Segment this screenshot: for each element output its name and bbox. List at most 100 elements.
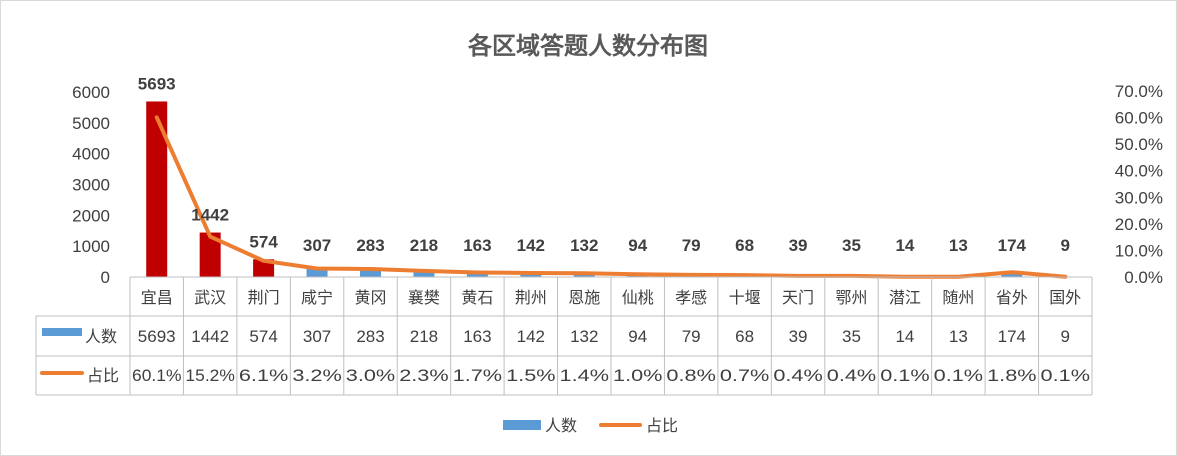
table-cell-share: 15.2% [185, 366, 234, 385]
table-cell-share: 1.4% [560, 366, 609, 385]
table-cell-share: 1.0% [613, 366, 662, 385]
series-line [154, 115, 1068, 279]
category-label: 襄樊 [408, 288, 440, 307]
left-axis-tick-label: 4000 [72, 145, 110, 164]
category-label: 国外 [1049, 288, 1081, 307]
table-cell-share: 6.1% [239, 366, 288, 385]
table-cell-share: 1.5% [506, 366, 555, 385]
table-cell-count: 35 [842, 327, 861, 346]
table-cell-share: 1.7% [453, 366, 502, 385]
category-label: 宜昌 [141, 288, 173, 307]
right-axis-tick-label: 60.0% [1115, 109, 1163, 128]
table-cell-count: 13 [949, 327, 968, 346]
bar-data-label: 218 [410, 236, 438, 255]
right-axis-tick-label: 30.0% [1115, 188, 1163, 207]
bar-data-label: 68 [735, 236, 754, 255]
legend-swatch-bar [503, 420, 541, 430]
category-label: 荆门 [248, 288, 280, 307]
right-axis-tick-label: 0.0% [1124, 268, 1163, 287]
table-cell-share: 1.8% [987, 366, 1036, 385]
table-cell-share: 3.2% [292, 366, 341, 385]
table-cell-count: 142 [517, 327, 545, 346]
table-cell-share: 0.1% [1041, 366, 1090, 385]
table-cell-count: 68 [735, 327, 754, 346]
bar-data-label: 39 [789, 236, 808, 255]
bar-data-label: 307 [303, 236, 331, 255]
bar-series [146, 101, 1076, 277]
category-label: 孝感 [675, 288, 707, 307]
table-cell-count: 79 [682, 327, 701, 346]
right-axis-tick-label: 40.0% [1115, 162, 1163, 181]
bar [253, 259, 275, 277]
left-axis: 0 1000 2000 3000 4000 5000 6000 [72, 83, 110, 287]
bar-data-label: 142 [517, 236, 545, 255]
table-cell-share: 2.3% [399, 366, 448, 385]
bar-data-label: 9 [1061, 236, 1070, 255]
bar [360, 268, 381, 277]
category-label: 鄂州 [835, 288, 867, 307]
table-cell-share: 0.4% [773, 366, 822, 385]
bar-data-label: 35 [842, 236, 861, 255]
table-cell-share: 3.0% [346, 366, 395, 385]
category-label: 黄冈 [354, 288, 386, 307]
table-cell-share: 0.8% [666, 366, 715, 385]
row-header-count: 人数 [85, 327, 117, 346]
category-label: 天门 [782, 288, 814, 307]
legend-label-count: 人数 [545, 416, 577, 435]
left-axis-tick-label: 2000 [72, 206, 110, 225]
category-label: 荆州 [515, 288, 547, 307]
right-axis-tick-label: 50.0% [1115, 135, 1163, 154]
table-cell-share: 0.7% [720, 366, 769, 385]
bar-data-label: 283 [356, 236, 384, 255]
category-label: 随州 [942, 288, 974, 307]
category-label: 咸宁 [301, 288, 333, 307]
bar-data-label: 132 [570, 236, 598, 255]
category-label: 省外 [996, 288, 1028, 307]
category-label: 黄石 [461, 288, 493, 307]
table-cell-share: 60.1% [132, 366, 181, 385]
bar-data-label: 5693 [138, 74, 176, 93]
row-header-share: 占比 [87, 366, 119, 385]
row-key-bar [42, 328, 82, 336]
bar-data-label: 13 [949, 236, 968, 255]
table-cell-share: 0.4% [827, 366, 876, 385]
table-cell-count: 174 [998, 327, 1026, 346]
bar [1001, 271, 1023, 277]
bar-data-label: 174 [998, 236, 1027, 255]
right-axis: 0.0% 10.0% 20.0% 30.0% 40.0% 50.0% 60.0% 70.0% [1115, 82, 1163, 287]
table-cell-count: 39 [789, 327, 808, 346]
data-labels: 5693 1442 574 307 283 218 163 142 132 94 79 68 39 35 1… [138, 74, 1070, 255]
table-cell-count: 94 [628, 327, 647, 346]
bar-data-label: 163 [463, 236, 491, 255]
line-series [154, 115, 1068, 279]
bar-data-label: 94 [628, 236, 647, 255]
legend-label-share: 占比 [646, 416, 678, 435]
category-label: 仙桃 [622, 288, 654, 307]
bar-data-label: 574 [249, 232, 278, 251]
chart-title: 各区域答题人数分布图 [467, 32, 708, 60]
category-label: 潜江 [889, 288, 921, 307]
table-cell-share: 0.1% [880, 366, 929, 385]
table-cell-share: 0.1% [934, 366, 983, 385]
table-cell-count: 9 [1061, 327, 1070, 346]
left-axis-tick-label: 5000 [72, 114, 110, 133]
table-cell-count: 218 [410, 327, 438, 346]
right-axis-tick-label: 20.0% [1115, 215, 1163, 234]
right-axis-tick-label: 70.0% [1115, 82, 1163, 101]
left-axis-tick-label: 3000 [72, 176, 110, 195]
bar [413, 270, 435, 277]
legend: 人数 占比 [503, 416, 678, 435]
category-label: 恩施 [568, 288, 600, 307]
bar-data-label: 1442 [191, 206, 229, 225]
bar [146, 101, 168, 277]
table-cell-count: 132 [570, 327, 598, 346]
bar [199, 232, 221, 277]
right-axis-tick-label: 10.0% [1115, 241, 1163, 260]
bar-data-label: 14 [895, 236, 914, 255]
table-cell-count: 1442 [191, 327, 229, 346]
left-axis-tick-label: 1000 [72, 237, 110, 256]
bar [306, 267, 328, 277]
left-axis-tick-label: 6000 [72, 83, 110, 102]
